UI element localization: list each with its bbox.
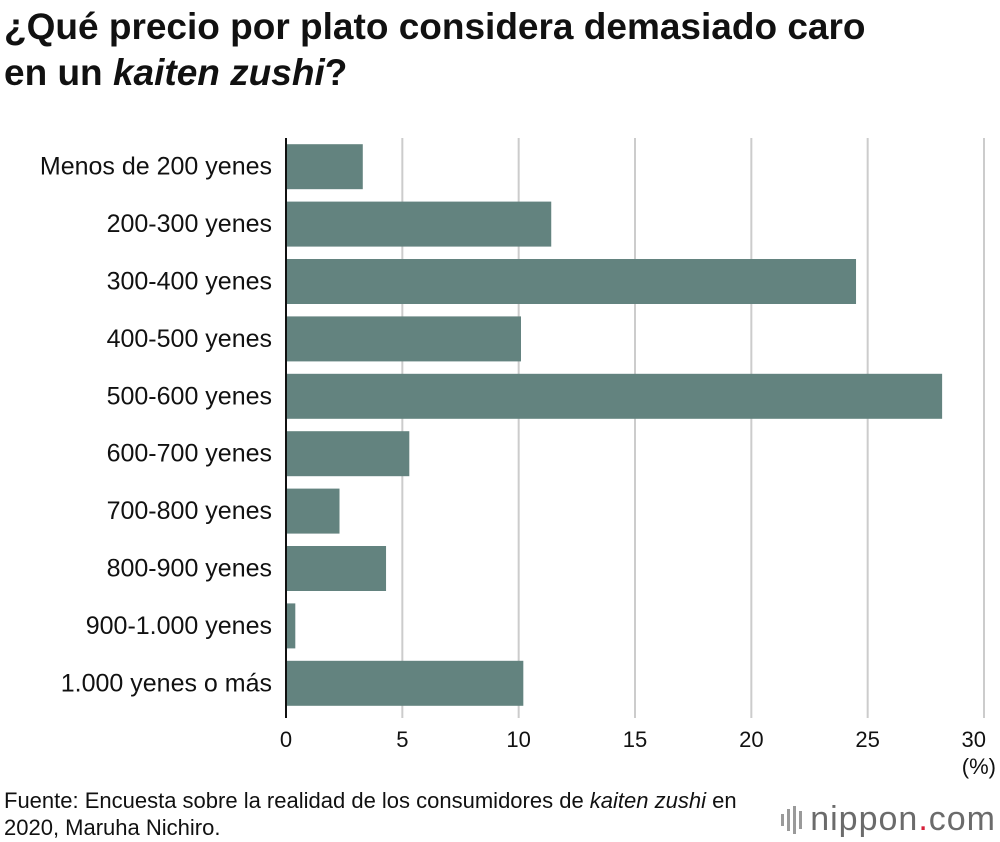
bar	[286, 488, 340, 534]
category-label: 700-800 yenes	[107, 497, 272, 525]
source-note: Fuente: Encuesta sobre la realidad de lo…	[4, 787, 764, 841]
bar	[286, 546, 387, 591]
x-tick-label: 25	[855, 727, 879, 752]
title-line-2-suffix: ?	[324, 52, 348, 93]
bar	[286, 144, 363, 190]
source-emphasis: kaiten zushi	[589, 788, 706, 813]
category-label: 500-600 yenes	[107, 382, 272, 410]
category-label: 300-400 yenes	[107, 268, 272, 296]
category-label: 900-1.000 yenes	[86, 612, 272, 640]
x-tick-label: 10	[506, 727, 530, 752]
chart-title: ¿Qué precio por plato considera demasiad…	[4, 4, 994, 96]
category-labels: Menos de 200 yenes 200-300 yenes 300-400 y…	[40, 153, 272, 698]
category-label: 400-500 yenes	[107, 325, 272, 353]
gridlines	[401, 138, 985, 718]
bars	[286, 144, 943, 706]
x-axis-unit-label: (%)	[962, 754, 996, 779]
source-prefix: Fuente: Encuesta sobre la realidad de lo…	[4, 788, 590, 813]
bar	[286, 603, 296, 649]
bar	[286, 316, 521, 362]
bar	[286, 660, 524, 706]
title-line-2-emphasis: kaiten zushi	[112, 52, 325, 93]
category-label: 200-300 yenes	[107, 210, 272, 238]
category-label: Menos de 200 yenes	[40, 153, 272, 181]
x-tick-label: 30	[962, 727, 986, 752]
logo-dot: .	[918, 800, 929, 838]
source-suffix: en 2020, Maruha Nichiro.	[4, 788, 737, 840]
nippon-logo: nippon. com	[781, 800, 996, 839]
x-tick-label: 5	[396, 727, 408, 752]
x-tick-label: 0	[280, 727, 292, 752]
category-label: 800-900 yenes	[107, 555, 272, 583]
tick-labels: 0 5 10 15 20 25 30(%)	[280, 727, 996, 779]
x-tick-label: 15	[623, 727, 647, 752]
bar	[286, 431, 410, 477]
title-line-2-prefix: en un	[4, 52, 113, 93]
x-tick-label: 20	[739, 727, 763, 752]
bar	[286, 373, 943, 419]
category-label: 600-700 yenes	[107, 440, 272, 468]
logo-tld: com	[928, 800, 996, 838]
logo-mark-icon	[781, 805, 803, 834]
title-line-1: ¿Qué precio por plato considera demasiad…	[4, 6, 866, 47]
bar	[286, 201, 552, 247]
logo-name: nippon	[810, 800, 919, 838]
category-label: 1.000 yenes o más	[61, 669, 272, 697]
bar	[286, 259, 857, 304]
